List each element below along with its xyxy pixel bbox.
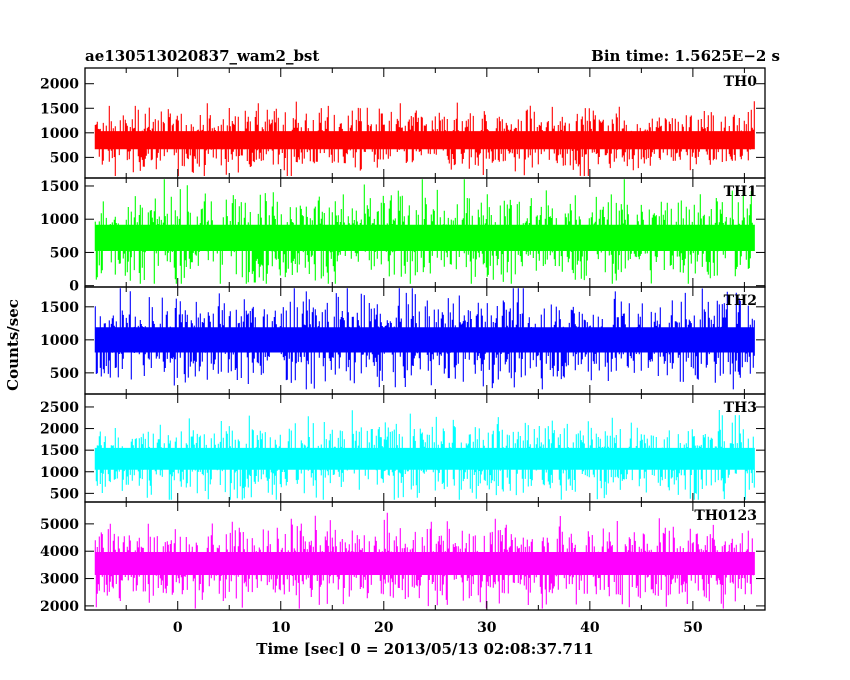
y-tick-label: 2000 <box>40 77 79 93</box>
panel-th2: 500 1000 1500 TH2 <box>40 286 766 395</box>
x-tick-label: 30 <box>477 620 497 636</box>
panel-label: TH0 <box>724 74 758 90</box>
panel-frame <box>84 501 766 611</box>
y-tick-label: 3000 <box>40 572 79 588</box>
panel-label: TH2 <box>724 293 757 309</box>
chart-title: ae130513020837_wam2_bst <box>85 47 319 65</box>
y-tick-label: 1500 <box>40 443 79 459</box>
y-tick-label: 5000 <box>40 517 79 533</box>
panel-label: TH0123 <box>694 508 757 524</box>
y-tick-label: 1000 <box>40 333 79 349</box>
y-tick-label: 2500 <box>40 400 79 416</box>
y-axis-label: Counts/sec <box>4 299 22 391</box>
series-th0-trace <box>94 101 755 176</box>
panel-label: TH3 <box>724 400 757 416</box>
x-tick-label: 40 <box>580 620 600 636</box>
panel-label: TH1 <box>724 184 757 200</box>
y-tick-label: 2000 <box>40 599 79 615</box>
y-tick-label: 1000 <box>40 126 79 142</box>
panel-th1: 0 500 1000 1500 TH1 <box>40 177 766 295</box>
panel-th0123: 2000 3000 4000 5000 TH0123 <box>40 501 766 615</box>
x-tick-label: 0 <box>173 620 183 636</box>
y-tick-label: 500 <box>50 150 79 166</box>
panel-frame <box>84 67 766 179</box>
x-tick-label: 10 <box>271 620 291 636</box>
y-tick-label: 4000 <box>40 544 79 560</box>
y-tick-label: 1000 <box>40 465 79 481</box>
y-tick-label: 2000 <box>40 422 79 438</box>
chart-subtitle: Bin time: 1.5625E−2 s <box>591 47 780 65</box>
x-axis: 0 10 20 30 40 50 <box>173 620 703 636</box>
series-th1-trace <box>94 179 755 284</box>
x-axis-label: Time [sec] 0 = 2013/05/13 02:08:37.711 <box>256 640 593 658</box>
series-th2-trace <box>94 288 755 390</box>
series-th3-trace <box>94 410 755 500</box>
x-tick-label: 50 <box>683 620 703 636</box>
x-tick-label: 20 <box>374 620 394 636</box>
y-tick-label: 1500 <box>40 101 79 117</box>
panels: 500 1000 1500 2000 TH0 0 500 1000 1500 TH1 500 1000… <box>40 67 766 615</box>
y-tick-label: 500 <box>50 245 79 261</box>
panel-th3: 500 1000 1500 2000 2500 TH3 <box>40 393 766 503</box>
y-tick-label: 1500 <box>40 179 79 195</box>
y-tick-label: 1000 <box>40 212 79 228</box>
panel-th0: 500 1000 1500 2000 TH0 <box>40 67 766 179</box>
y-tick-label: 1500 <box>40 300 79 316</box>
y-tick-label: 0 <box>69 279 79 295</box>
y-tick-label: 500 <box>50 366 79 382</box>
y-tick-label: 500 <box>50 486 79 502</box>
series-th0123-trace <box>94 512 755 609</box>
